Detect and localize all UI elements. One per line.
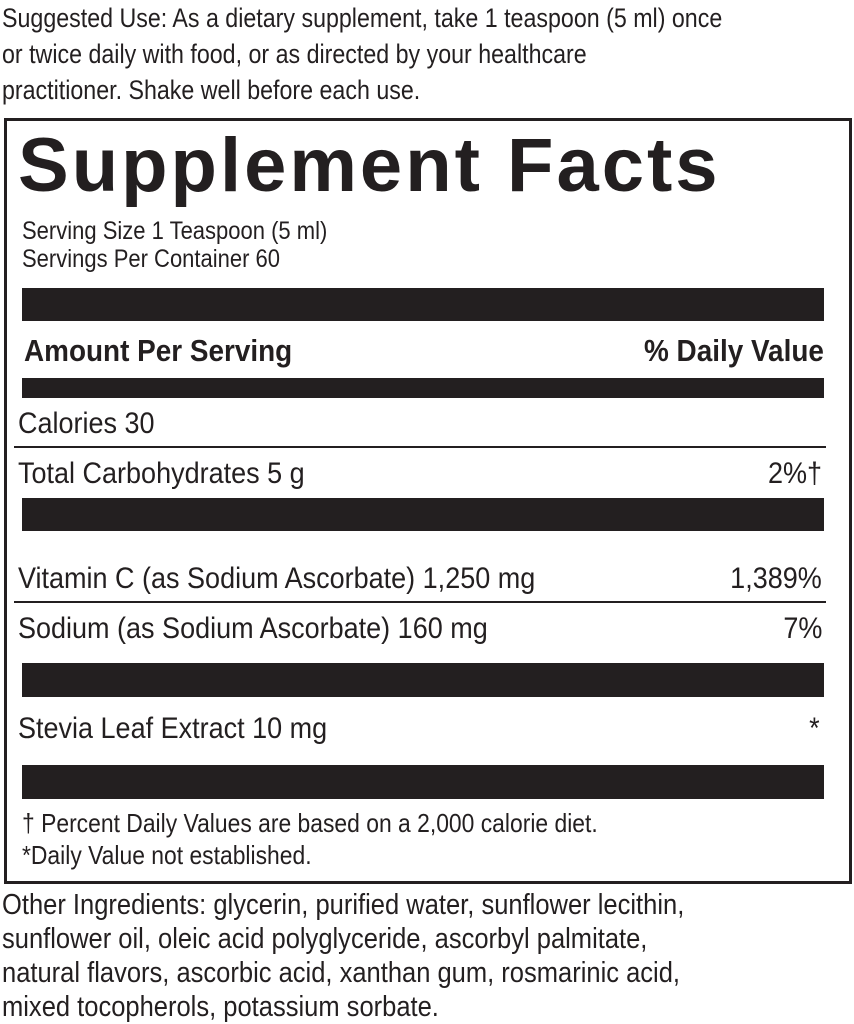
footnote-percent-daily-values: † Percent Daily Values are based on a 2,…: [22, 808, 598, 838]
nutrient-row-dv: 1,389%: [730, 562, 822, 595]
nutrient-row-label: Total Carbohydrates 5 g: [18, 457, 305, 490]
suggested-use-line: practitioner. Shake well before each use…: [2, 75, 421, 105]
nutrient-row-label: Vitamin C (as Sodium Ascorbate) 1,250 mg: [18, 562, 536, 595]
suggested-use-line: Suggested Use: As a dietary supplement, …: [2, 3, 723, 33]
amount-per-serving-header: Amount Per Serving: [24, 333, 293, 368]
divider-line: [14, 446, 826, 448]
nutrient-row-dv: 7%: [782, 612, 822, 645]
other-ingredients-line: Other Ingredients: glycerin, purified wa…: [2, 889, 685, 921]
divider-bar: [22, 288, 824, 321]
divider-bar: [22, 663, 824, 697]
nutrient-row-label: Sodium (as Sodium Ascorbate) 160 mg: [18, 612, 488, 645]
other-ingredients-line: sunflower oil, oleic acid polyglyceride,…: [2, 923, 648, 955]
daily-value-header: % Daily Value: [644, 333, 824, 368]
divider-bar: [22, 378, 824, 398]
nutrient-row-label: Stevia Leaf Extract 10 mg: [18, 712, 328, 745]
nutrient-row-label: Calories 30: [18, 407, 155, 440]
other-ingredients-line: natural flavors, ascorbic acid, xanthan …: [2, 957, 681, 989]
divider-line: [14, 601, 826, 603]
panel-title: Supplement Facts: [18, 123, 721, 208]
nutrient-row-dv: 2%†: [767, 457, 822, 490]
suggested-use-line: or twice daily with food, or as directed…: [2, 39, 587, 69]
divider-bar: [22, 498, 824, 531]
servings-per-container: Servings Per Container 60: [22, 245, 281, 273]
footnote-not-established: *Daily Value not established.: [22, 840, 312, 870]
nutrient-row-dv: *: [809, 712, 820, 745]
supplement-facts-panel: [4, 118, 852, 884]
divider-bar: [22, 765, 824, 799]
other-ingredients-line: mixed tocopherols, potassium sorbate.: [2, 991, 439, 1023]
serving-size: Serving Size 1 Teaspoon (5 ml): [22, 217, 328, 245]
